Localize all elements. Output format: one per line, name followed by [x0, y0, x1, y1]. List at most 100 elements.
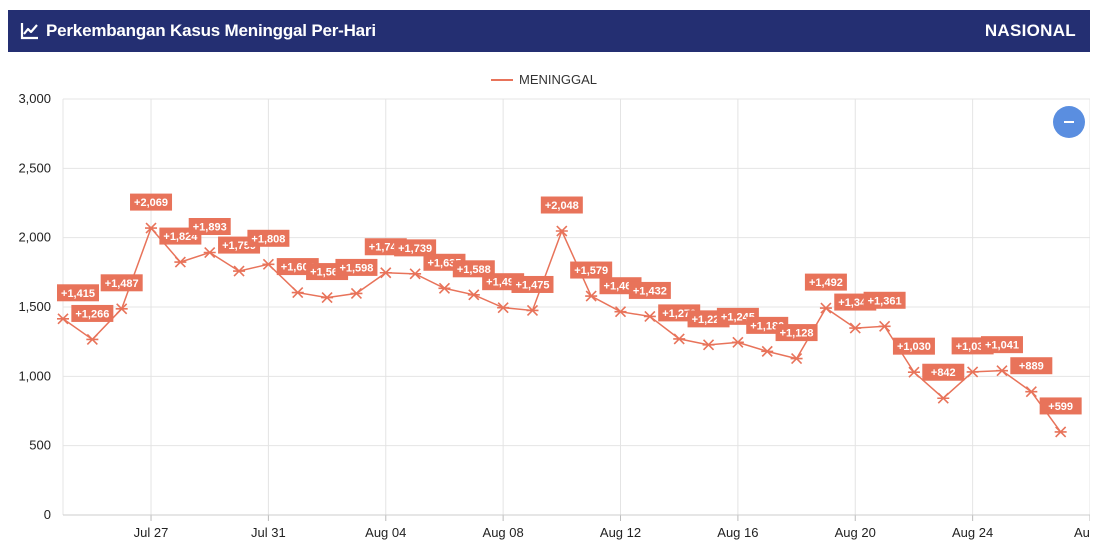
- data-point[interactable]: [585, 290, 598, 302]
- svg-text:+1,739: +1,739: [398, 243, 432, 255]
- chart-title: Perkembangan Kasus Meninggal Per-Hari: [46, 21, 376, 40]
- data-point[interactable]: [57, 313, 69, 325]
- x-tick-label: Aug 24: [952, 525, 993, 540]
- svg-text:+1,041: +1,041: [985, 340, 1019, 352]
- svg-text:+1,030: +1,030: [897, 341, 931, 353]
- svg-text:+1,475: +1,475: [516, 279, 550, 291]
- x-tick-label: Aug: [1074, 525, 1090, 540]
- data-point[interactable]: [379, 267, 392, 279]
- data-label: +1,588: [452, 260, 495, 278]
- data-point[interactable]: [878, 320, 891, 332]
- data-point[interactable]: [702, 339, 715, 351]
- data-label: +1,266: [71, 304, 114, 322]
- data-point[interactable]: [203, 246, 216, 259]
- data-label: +2,069: [130, 193, 173, 211]
- svg-text:+1,588: +1,588: [457, 264, 491, 276]
- data-label: +1,487: [100, 274, 143, 292]
- data-label: +1,475: [511, 275, 554, 293]
- minus-icon: [1064, 121, 1074, 123]
- data-point[interactable]: [497, 302, 510, 314]
- data-point[interactable]: [555, 225, 568, 237]
- data-point[interactable]: [145, 222, 158, 234]
- data-point[interactable]: [614, 306, 627, 318]
- data-point[interactable]: [995, 365, 1008, 377]
- data-point[interactable]: [907, 366, 920, 378]
- data-point[interactable]: [819, 302, 832, 314]
- data-point[interactable]: [966, 366, 979, 378]
- x-axis: Jul 27 Jul 31 Aug 04 Aug 08 Aug 12 Aug 16 Aug …: [63, 514, 1090, 540]
- series-line: [62, 226, 1062, 433]
- data-point[interactable]: [438, 282, 451, 294]
- data-point[interactable]: [262, 258, 275, 270]
- x-tick-label: Aug 12: [600, 525, 641, 540]
- data-point[interactable]: [409, 268, 422, 280]
- chart-card: 0 500 1,000 1,500 2,000 2,500 3,000 Jul 27 Jul …: [8, 52, 1090, 551]
- data-point[interactable]: [1054, 426, 1067, 438]
- data-point[interactable]: [790, 353, 803, 365]
- data-label: +1,432: [628, 281, 671, 299]
- scope-label: NASIONAL: [984, 21, 1076, 40]
- series-meninggal: [57, 222, 1067, 438]
- svg-text:+1,579: +1,579: [574, 265, 608, 277]
- svg-text:+889: +889: [1019, 361, 1044, 373]
- data-point[interactable]: [291, 287, 304, 299]
- svg-text:+2,069: +2,069: [134, 197, 168, 209]
- data-point[interactable]: [350, 287, 363, 299]
- y-tick-label: 1,500: [18, 299, 51, 314]
- data-point[interactable]: [1025, 386, 1038, 398]
- title-wrap: Perkembangan Kasus Meninggal Per-Hari: [20, 10, 376, 52]
- data-point[interactable]: [937, 392, 950, 404]
- data-point[interactable]: [849, 322, 862, 334]
- chart-header: Perkembangan Kasus Meninggal Per-Hari NA…: [8, 10, 1090, 52]
- svg-text:+1,598: +1,598: [339, 262, 373, 274]
- data-labels: +1,415+1,266+1,487+2,069+1,824+1,893+1,7…: [57, 193, 1082, 415]
- y-tick-label: 2,500: [18, 160, 51, 175]
- data-label: +1,739: [394, 239, 437, 257]
- x-tick-label: Jul 27: [134, 525, 169, 540]
- data-point[interactable]: [731, 336, 744, 348]
- data-label: +1,492: [804, 273, 847, 291]
- data-point[interactable]: [526, 304, 539, 317]
- data-label: +1,893: [188, 218, 231, 236]
- data-label: +1,128: [775, 324, 818, 342]
- data-label: +1,041: [980, 336, 1023, 354]
- x-tick-label: Aug 04: [365, 525, 406, 540]
- data-label: +889: [1010, 357, 1053, 375]
- data-point[interactable]: [233, 265, 246, 277]
- legend-label: MENINGGAL: [519, 72, 597, 87]
- data-point[interactable]: [174, 256, 187, 268]
- data-point[interactable]: [673, 333, 686, 345]
- grid: [62, 98, 1090, 516]
- svg-text:+1,808: +1,808: [251, 233, 285, 245]
- data-point[interactable]: [115, 303, 128, 315]
- svg-text:+1,487: +1,487: [105, 278, 139, 290]
- svg-text:+1,266: +1,266: [75, 308, 109, 320]
- data-point[interactable]: [761, 345, 774, 357]
- svg-text:+1,492: +1,492: [809, 277, 843, 289]
- y-tick-label: 500: [29, 438, 51, 453]
- y-tick-label: 3,000: [18, 91, 51, 106]
- legend[interactable]: MENINGGAL: [491, 72, 597, 87]
- data-label: +2,048: [540, 196, 583, 214]
- data-label: +1,415: [57, 284, 99, 302]
- data-label: +1,361: [863, 291, 906, 309]
- data-label: +599: [1039, 397, 1082, 415]
- data-label: +1,598: [335, 258, 378, 276]
- x-tick-label: Aug 20: [835, 525, 876, 540]
- data-point[interactable]: [86, 333, 99, 346]
- svg-text:+1,361: +1,361: [868, 295, 902, 307]
- data-point[interactable]: [467, 289, 480, 301]
- data-label: +1,030: [892, 337, 935, 355]
- x-tick-label: Aug 16: [717, 525, 758, 540]
- data-label: +842: [922, 363, 965, 381]
- svg-text:+1,893: +1,893: [193, 222, 227, 234]
- y-tick-label: 0: [44, 507, 51, 522]
- svg-text:+1,415: +1,415: [61, 288, 95, 300]
- data-point[interactable]: [321, 292, 334, 304]
- svg-text:+842: +842: [931, 367, 956, 379]
- svg-text:+1,432: +1,432: [633, 285, 667, 297]
- x-tick-label: Aug 08: [483, 525, 524, 540]
- data-point[interactable]: [643, 310, 656, 322]
- zoom-out-button[interactable]: [1053, 106, 1085, 138]
